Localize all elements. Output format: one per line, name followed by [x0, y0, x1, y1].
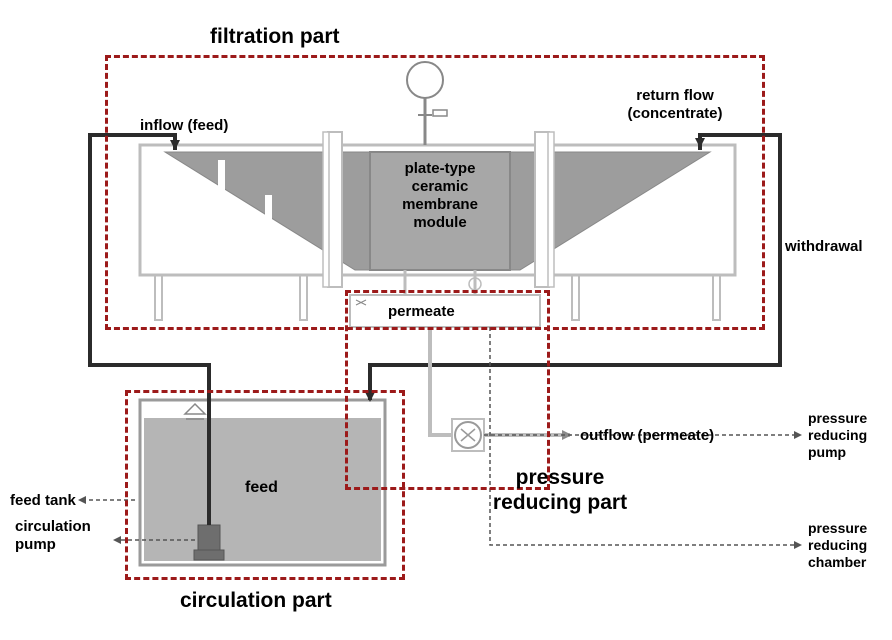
filtration-part-title: filtration part: [210, 24, 340, 49]
inflow-label: inflow (feed): [140, 117, 228, 135]
circulation-pump-label: circulation pump: [15, 518, 110, 554]
permeate-label: permeate: [388, 303, 455, 321]
feed-tank-label: feed tank: [10, 492, 75, 510]
return-flow-label: return flow (concentrate): [610, 87, 740, 123]
pressure-reducing-part-title: pressure reducing part: [470, 465, 650, 515]
membrane-module-label: plate-type ceramic membrane module: [390, 160, 490, 232]
pressure-reducing-pump-label: pressure reducing pump: [808, 410, 867, 460]
outflow-label: outflow (permeate): [580, 427, 714, 445]
feed-label: feed: [245, 478, 278, 497]
pressure-reducing-chamber-label: pressure reducing chamber: [808, 520, 867, 570]
withdrawal-label: withdrawal: [785, 238, 863, 256]
circulation-part-title: circulation part: [180, 588, 332, 613]
